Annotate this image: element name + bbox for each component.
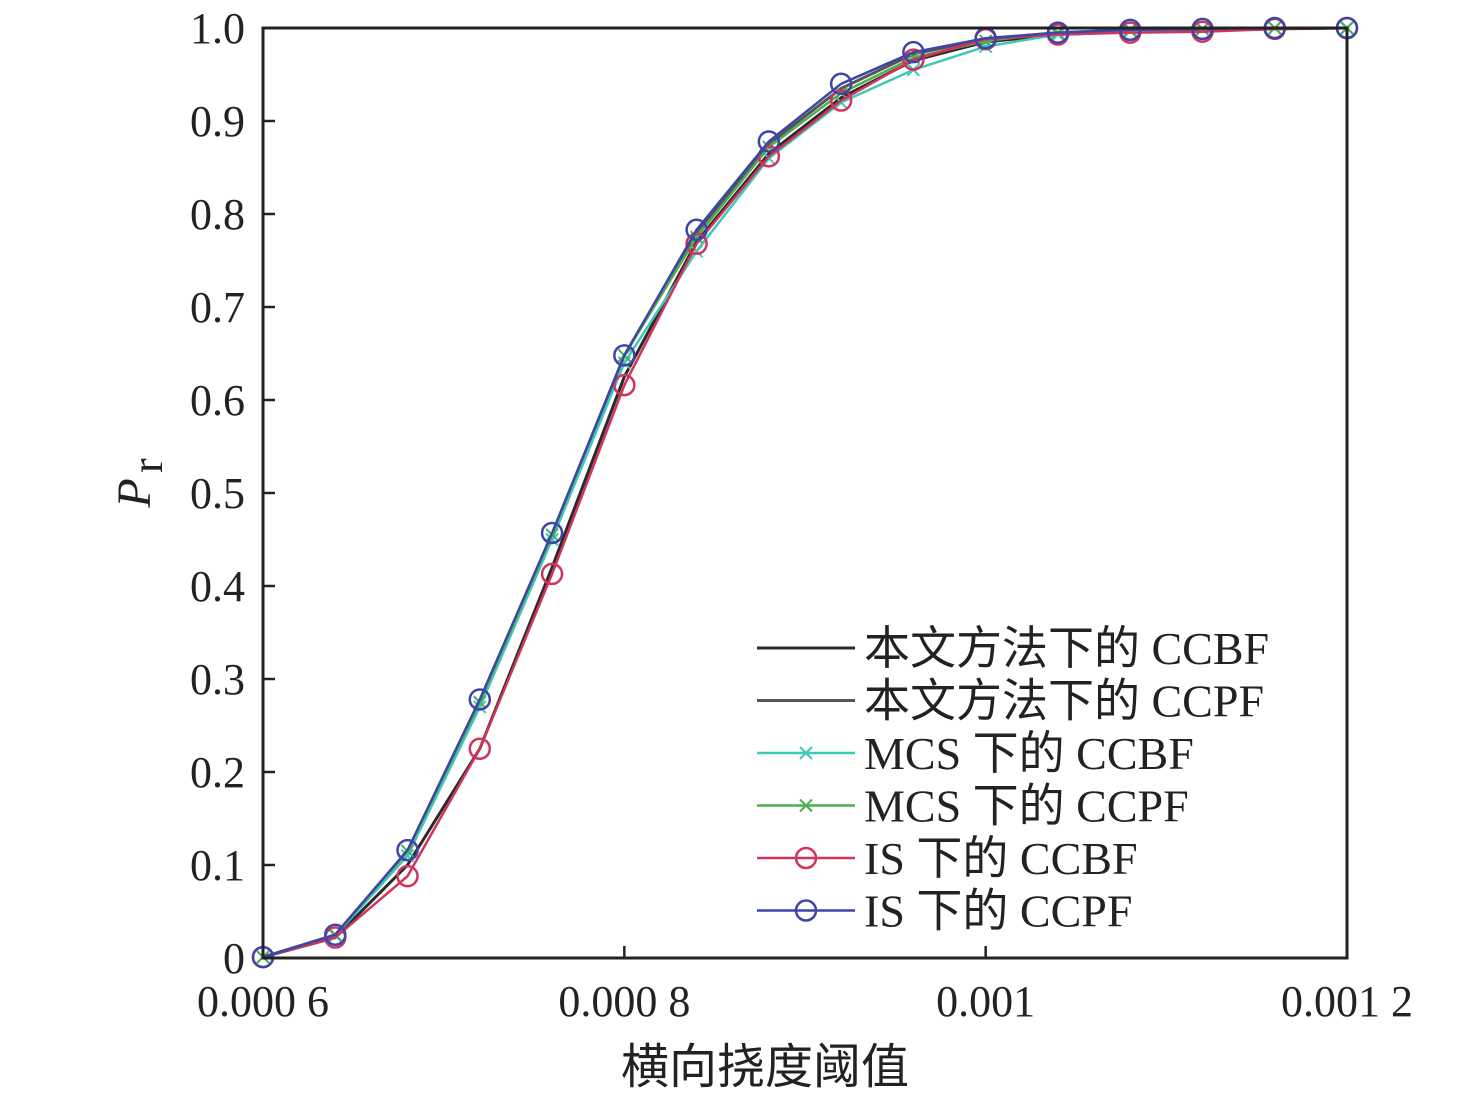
legend-label: IS 下的 CCPF xyxy=(864,886,1132,937)
x-tick-label: 0.000 8 xyxy=(558,977,690,1026)
y-tick-label: 0.7 xyxy=(190,283,245,332)
legend-item-0: 本文方法下的 CCBF xyxy=(757,623,1269,674)
x-axis-title: 横向挠度阈值 xyxy=(621,1041,909,1094)
series-5-point xyxy=(613,344,636,367)
series-5-point xyxy=(685,218,708,242)
series-2-point-stroke-b xyxy=(978,39,993,54)
series-5 xyxy=(251,16,1359,969)
legend-item-4: IS 下的 CCBF xyxy=(757,833,1138,884)
series-5-point xyxy=(757,130,781,153)
y-tick-label: 0.9 xyxy=(190,97,245,146)
legend-swatch-marker-stroke-b xyxy=(799,798,813,813)
y-tick-label: 0.6 xyxy=(190,376,245,425)
series-2-point xyxy=(689,244,704,258)
x-tick-label: 0.001 xyxy=(936,977,1035,1026)
y-tick-label: 0.5 xyxy=(190,469,245,518)
legend-swatch-marker xyxy=(794,899,818,922)
legend-label: 本文方法下的 CCPF xyxy=(864,676,1264,727)
y-tick-label: 0.2 xyxy=(190,748,245,797)
legend-item-3: MCS 下的 CCPF xyxy=(757,781,1189,832)
series-4-point xyxy=(396,864,419,888)
legend-swatch-marker xyxy=(799,746,813,760)
legend-label: IS 下的 CCBF xyxy=(864,833,1138,884)
y-axis-title: P xyxy=(108,478,161,508)
legend-item-5: IS 下的 CCPF xyxy=(757,886,1132,937)
series-4-point xyxy=(540,562,564,586)
y-axis-title-group: Pr xyxy=(108,458,172,509)
series-5-point xyxy=(1046,21,1070,44)
axes: 0.000 6 0.000 8 0.001 0.001 2 0 0.1 0.2 0.3 0.4 0… xyxy=(108,4,1413,1094)
series-4-point xyxy=(757,145,781,168)
series-4-point xyxy=(902,48,925,71)
series-5-point xyxy=(396,838,419,862)
legend-item-2: MCS 下的 CCBF xyxy=(757,728,1194,779)
x-tick-label: 0.001 2 xyxy=(1281,977,1413,1026)
y-tick-label: 0.8 xyxy=(190,190,245,239)
plot-area xyxy=(251,16,1359,969)
series-2-point-stroke-b xyxy=(689,244,704,258)
y-axis-subscript: r xyxy=(123,458,172,473)
x-tick-label: 0.000 6 xyxy=(197,977,329,1026)
legend-label: 本文方法下的 CCBF xyxy=(864,623,1269,674)
legend-label: MCS 下的 CCBF xyxy=(864,728,1194,779)
y-tick-label: 1.0 xyxy=(190,4,245,53)
series-5-point xyxy=(829,72,853,96)
legend-item-1: 本文方法下的 CCPF xyxy=(757,676,1264,727)
y-tick-label: 0.4 xyxy=(190,562,245,611)
series-4-point xyxy=(468,737,492,760)
y-tick-label: 0 xyxy=(223,934,245,983)
legend-label: MCS 下的 CCPF xyxy=(864,781,1189,832)
y-tick-label: 0.3 xyxy=(190,655,245,704)
y-tick-label: 0.1 xyxy=(190,841,245,890)
legend-swatch-marker xyxy=(794,846,818,870)
series-4-point xyxy=(613,373,636,397)
legend-swatch-marker xyxy=(799,798,813,813)
legend-swatch-marker-stroke-b xyxy=(799,746,813,760)
series-5-point xyxy=(540,521,564,545)
series-4-line xyxy=(262,26,1348,959)
series-5-point xyxy=(1118,18,1142,42)
series-5-point xyxy=(324,923,347,946)
series-5-point xyxy=(902,40,925,64)
series-4-point xyxy=(685,232,708,256)
series-5-point xyxy=(468,688,492,711)
series-4-point xyxy=(829,89,853,112)
